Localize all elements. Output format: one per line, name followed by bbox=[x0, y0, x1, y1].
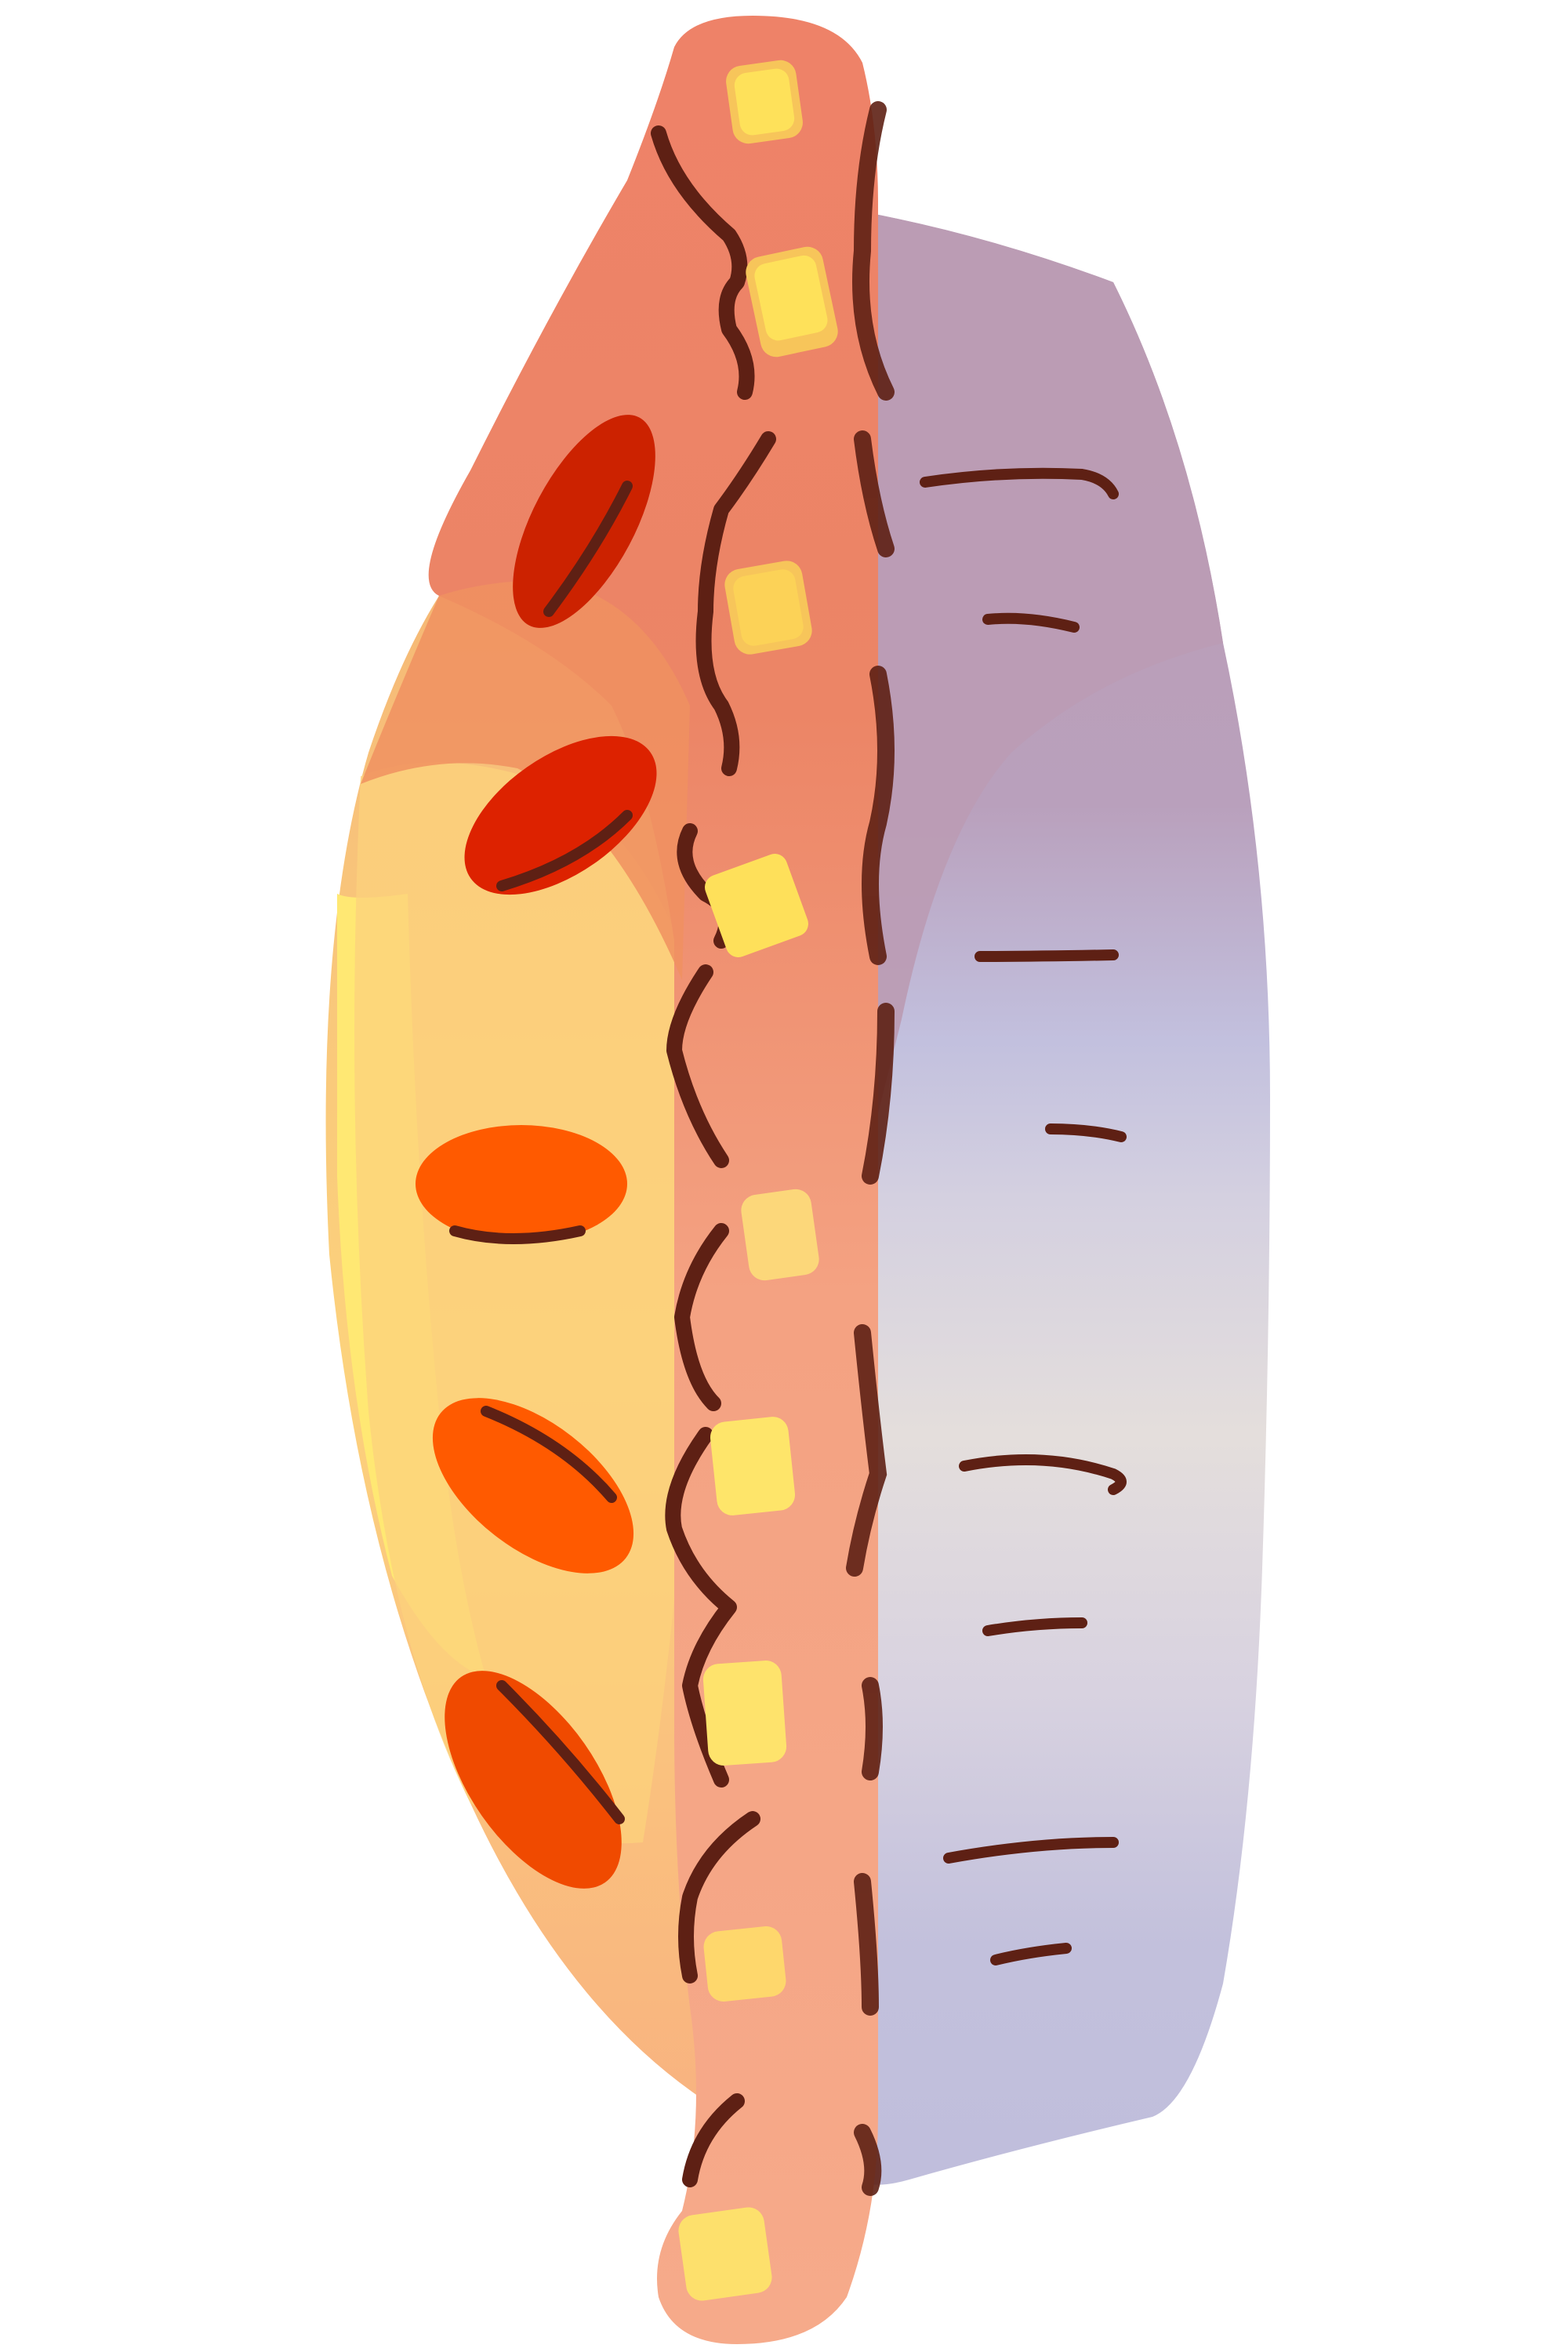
pepper-slice bbox=[445, 1671, 622, 1889]
pepper-slices bbox=[416, 415, 657, 1889]
pepper-slice bbox=[432, 1398, 634, 1573]
sausage-right-edge bbox=[846, 101, 895, 2196]
pepper-slice bbox=[513, 415, 655, 628]
grill-marks bbox=[651, 125, 776, 2187]
pepper-slice bbox=[464, 735, 657, 895]
bun-top-shade bbox=[862, 212, 1223, 1145]
bun-texture-marks bbox=[920, 467, 1127, 1965]
corn-kernels bbox=[678, 60, 838, 2301]
sausage-upper-shade bbox=[361, 580, 690, 980]
cheese-mid-tone bbox=[354, 762, 698, 1844]
pepper-slice bbox=[416, 1125, 627, 1243]
